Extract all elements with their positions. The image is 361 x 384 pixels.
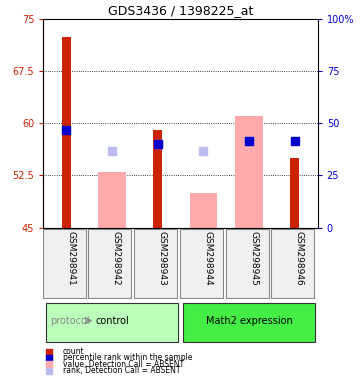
Text: GSM298941: GSM298941: [66, 231, 75, 286]
Text: GSM298944: GSM298944: [203, 231, 212, 286]
Text: percentile rank within the sample: percentile rank within the sample: [62, 353, 192, 362]
Title: GDS3436 / 1398225_at: GDS3436 / 1398225_at: [108, 3, 253, 17]
Point: [46, 349, 52, 355]
Text: GSM298942: GSM298942: [112, 231, 121, 286]
Bar: [98, 172, 126, 227]
Bar: [235, 116, 263, 227]
Bar: [190, 193, 217, 227]
Text: GSM298943: GSM298943: [158, 231, 167, 286]
Point: [46, 361, 52, 367]
Text: Math2 expression: Math2 expression: [206, 316, 292, 326]
FancyBboxPatch shape: [180, 229, 223, 298]
FancyBboxPatch shape: [226, 229, 269, 298]
FancyBboxPatch shape: [183, 303, 315, 341]
Point: [109, 148, 115, 154]
Text: count: count: [62, 347, 84, 356]
Point: [46, 367, 52, 374]
Point: [246, 137, 252, 144]
FancyBboxPatch shape: [46, 303, 178, 341]
Point: [292, 137, 298, 144]
Point: [246, 137, 252, 144]
Point: [63, 127, 69, 133]
FancyBboxPatch shape: [88, 229, 131, 298]
Bar: [62, 36, 71, 227]
Point: [200, 148, 206, 154]
Bar: [290, 158, 299, 227]
Text: protocol: protocol: [50, 316, 90, 326]
Text: GSM298946: GSM298946: [295, 231, 304, 286]
Point: [155, 141, 161, 147]
Text: GSM298945: GSM298945: [249, 231, 258, 286]
FancyBboxPatch shape: [43, 229, 86, 298]
Text: control: control: [95, 316, 129, 326]
Point: [46, 355, 52, 361]
FancyBboxPatch shape: [271, 229, 314, 298]
Point: [155, 141, 161, 147]
FancyBboxPatch shape: [134, 229, 177, 298]
Text: rank, Detection Call = ABSENT: rank, Detection Call = ABSENT: [62, 366, 180, 375]
Text: value, Detection Call = ABSENT: value, Detection Call = ABSENT: [62, 360, 184, 369]
Bar: [153, 130, 162, 227]
